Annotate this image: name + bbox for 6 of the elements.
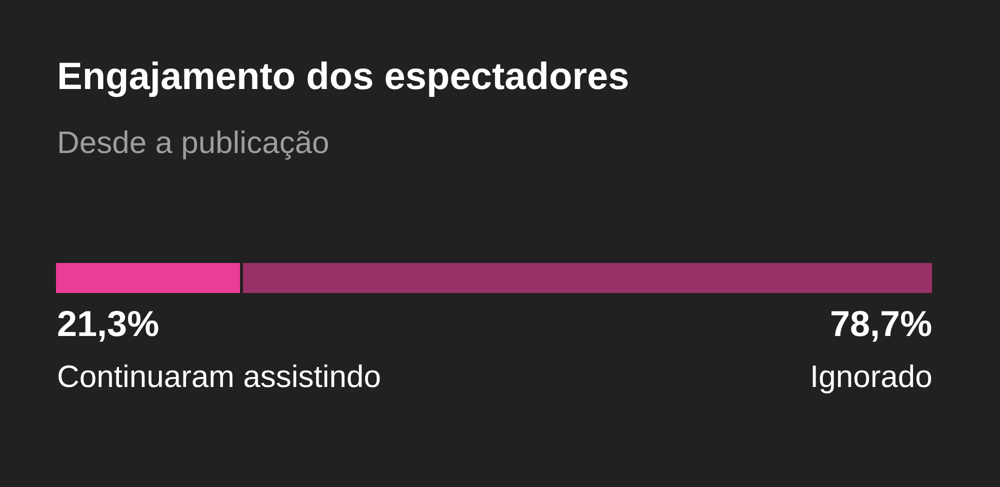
chart-title: Engajamento dos espectadores [57,56,630,98]
text: Continuaram assistindo [57,359,381,394]
text: Ignorado [810,359,932,394]
chart-subtitle: Desde a publicação [57,125,330,160]
data-label: 78,7% [830,303,932,344]
data-label: 21,3% [57,303,160,344]
